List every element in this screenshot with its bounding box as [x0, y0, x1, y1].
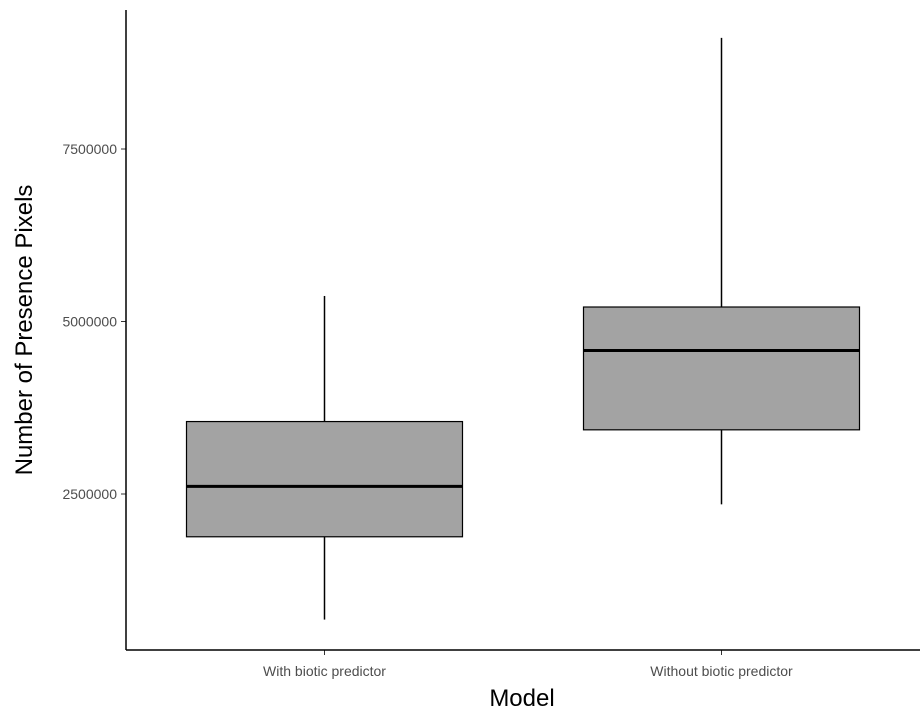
y-axis-title: Number of Presence Pixels [11, 185, 38, 476]
x-tick-label: With biotic predictor [263, 663, 386, 679]
iqr-box [185, 420, 464, 538]
x-tick-label: Without biotic predictor [650, 663, 793, 679]
y-tick-label: 7500000 [62, 141, 117, 157]
box-2 [582, 37, 861, 505]
y-tick-label: 5000000 [62, 314, 117, 330]
x-axis-title: Model [489, 685, 554, 712]
box-1 [185, 295, 464, 620]
axes [121, 10, 920, 655]
plot-area [185, 37, 861, 620]
y-tick-label: 2500000 [62, 486, 117, 502]
iqr-box [582, 306, 861, 431]
tick-labels: With biotic predictor Without biotic pred… [62, 141, 793, 679]
